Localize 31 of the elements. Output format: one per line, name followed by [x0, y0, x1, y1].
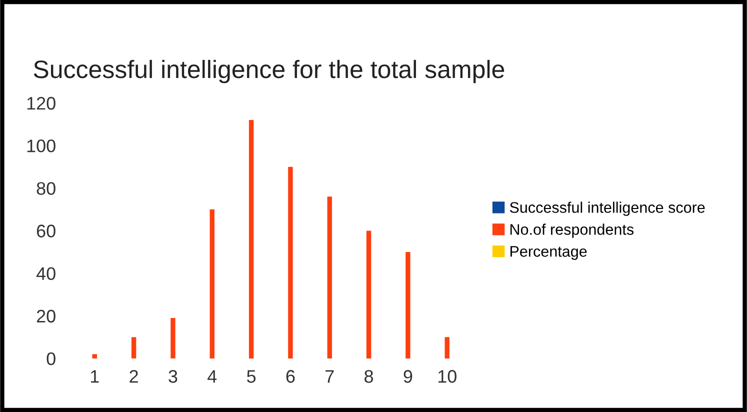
- x-tick-label: 4: [208, 370, 217, 383]
- x-tick-label: 5: [247, 370, 256, 383]
- y-tick-label: 80: [36, 182, 56, 195]
- y-tick-label: 40: [36, 267, 56, 280]
- chart-title: Successful intelligence for the total sample: [34, 60, 504, 84]
- bar: [210, 209, 214, 358]
- bar: [248, 120, 254, 358]
- x-tick-label: 8: [364, 370, 374, 383]
- legend-label: No.of respondents: [510, 224, 634, 238]
- bar: [444, 337, 450, 358]
- x-tick-label: 7: [326, 370, 334, 383]
- bar: [92, 354, 97, 358]
- y-tick-label: 120: [27, 96, 56, 110]
- x-tick-label: 2: [130, 370, 138, 383]
- bar: [406, 252, 410, 358]
- y-tick-label: 100: [27, 140, 56, 152]
- y-tick-label: 60: [36, 224, 56, 238]
- bar: [170, 318, 176, 358]
- legend-label: Successful intelligence score: [510, 202, 705, 216]
- x-tick-label: 9: [404, 370, 412, 383]
- bar: [327, 196, 332, 358]
- x-tick-label: 6: [286, 370, 295, 383]
- bar: [288, 166, 293, 358]
- legend-label: Percentage: [510, 246, 587, 260]
- bar: [366, 230, 372, 358]
- bar: [131, 337, 136, 358]
- y-tick-label: 0: [46, 352, 56, 366]
- x-tick-label: 3: [168, 370, 178, 383]
- y-tick-label: 20: [36, 310, 56, 323]
- x-tick-label: 10: [438, 370, 456, 383]
- x-tick-label: 1: [91, 370, 99, 383]
